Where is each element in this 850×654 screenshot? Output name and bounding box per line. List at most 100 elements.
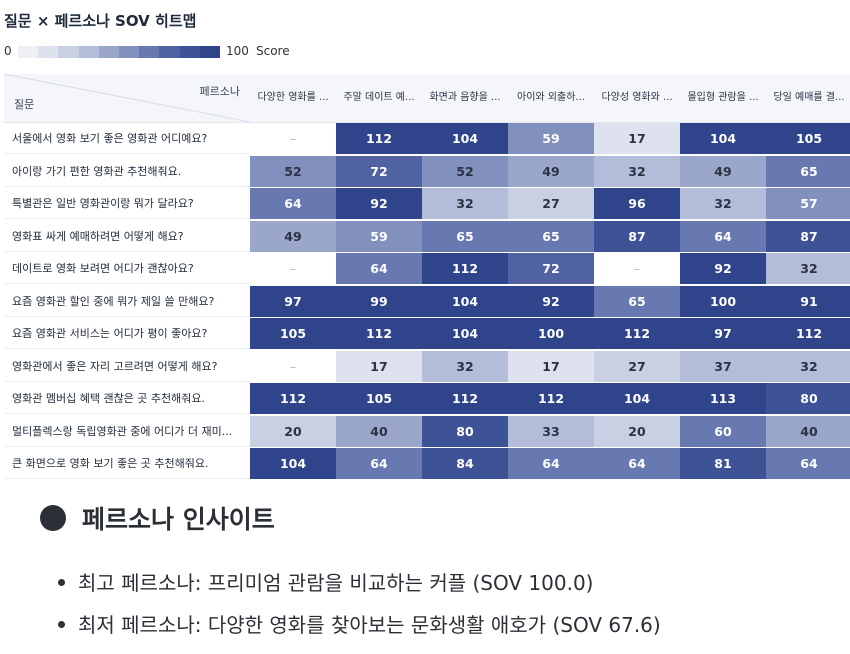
heatmap-cell[interactable]: – bbox=[250, 253, 336, 284]
heatmap-cell[interactable]: 65 bbox=[508, 220, 594, 252]
heatmap-cell[interactable]: 32 bbox=[766, 350, 850, 382]
heatmap-cell[interactable]: 32 bbox=[766, 253, 850, 284]
heatmap-cell[interactable]: 32 bbox=[422, 188, 508, 219]
heatmap-cell[interactable]: 105 bbox=[766, 123, 850, 154]
heatmap-body: 서울에서 영화 보기 좋은 영화관 어디예요? –112 104 59 17 104 105… bbox=[4, 123, 850, 481]
heatmap-cell[interactable]: – bbox=[250, 123, 336, 154]
heatmap-cell[interactable]: 92 bbox=[508, 285, 594, 317]
heatmap-cell[interactable]: 81 bbox=[680, 448, 766, 479]
heatmap-cell[interactable]: 97 bbox=[680, 318, 766, 349]
heatmap-cell[interactable]: 64 bbox=[594, 448, 680, 479]
heatmap-cell[interactable]: 33 bbox=[508, 415, 594, 447]
persona-column-header[interactable]: 화면과 음향을 ... bbox=[429, 92, 501, 103]
heatmap-cell[interactable]: 112 bbox=[508, 383, 594, 414]
heatmap-cell[interactable]: 104 bbox=[422, 123, 508, 154]
heatmap-cell[interactable]: 104 bbox=[250, 448, 336, 479]
heatmap-cell[interactable]: 84 bbox=[422, 448, 508, 479]
heatmap-cell[interactable]: 52 bbox=[422, 155, 508, 187]
question-label: 아이랑 가기 편한 영화관 추천해줘요. bbox=[4, 155, 250, 187]
heatmap-cell[interactable]: 72 bbox=[508, 253, 594, 284]
heatmap-cell[interactable]: 65 bbox=[766, 155, 850, 187]
heatmap-cell[interactable]: 87 bbox=[594, 220, 680, 252]
heatmap-cell[interactable]: 99 bbox=[336, 285, 422, 317]
heatmap-cell[interactable]: – bbox=[250, 350, 336, 382]
heatmap-cell[interactable]: 96 bbox=[594, 188, 680, 219]
heatmap-cell[interactable]: 17 bbox=[594, 123, 680, 154]
heatmap-cell[interactable]: 27 bbox=[508, 188, 594, 219]
heatmap-cell[interactable]: 92 bbox=[336, 188, 422, 219]
heatmap-cell[interactable]: 105 bbox=[336, 383, 422, 414]
heatmap-cell[interactable]: 91 bbox=[766, 285, 850, 317]
legend-min: 0 bbox=[4, 44, 12, 58]
heatmap-cell[interactable]: 64 bbox=[508, 448, 594, 479]
heatmap-cell[interactable]: 17 bbox=[508, 350, 594, 382]
heatmap-cell[interactable]: 57 bbox=[766, 188, 850, 219]
heatmap-cell[interactable]: 64 bbox=[680, 220, 766, 252]
heatmap-cell[interactable]: 112 bbox=[594, 318, 680, 349]
legend-swatch bbox=[58, 46, 79, 58]
heatmap-cell[interactable]: 49 bbox=[680, 155, 766, 187]
heatmap-row: 요즘 영화관 할인 중에 뭐가 제일 쓸 만해요? 97 99 104 92 65 100 9… bbox=[4, 285, 850, 318]
legend-swatch bbox=[78, 46, 99, 58]
heatmap-cell[interactable]: 20 bbox=[250, 415, 336, 447]
heatmap-cell[interactable]: 64 bbox=[766, 448, 850, 479]
heatmap-cell[interactable]: 104 bbox=[594, 383, 680, 414]
heatmap-cell[interactable]: 104 bbox=[422, 285, 508, 317]
legend-swatch bbox=[18, 46, 39, 58]
heatmap-cell[interactable]: 112 bbox=[336, 318, 422, 349]
heatmap-cell[interactable]: 100 bbox=[680, 285, 766, 317]
heatmap-cell[interactable]: 72 bbox=[336, 155, 422, 187]
heatmap-cell[interactable]: – bbox=[594, 253, 680, 284]
persona-column-header[interactable]: 당일 예매를 결... bbox=[773, 92, 845, 103]
heatmap-cell[interactable]: 64 bbox=[336, 253, 422, 284]
heatmap-cell[interactable]: 59 bbox=[508, 123, 594, 154]
heatmap-cell[interactable]: 87 bbox=[766, 220, 850, 252]
insight-item-text: 최고 페르소나: 프리미엄 관람을 비교하는 커플 (SOV 100.0) bbox=[78, 571, 594, 595]
heatmap-row: 요즘 영화관 서비스는 어디가 평이 좋아요? 105 112 104 100 112 97… bbox=[4, 318, 850, 351]
heatmap-cell[interactable]: 32 bbox=[594, 155, 680, 187]
heatmap-cell[interactable]: 37 bbox=[680, 350, 766, 382]
heatmap-cell[interactable]: 97 bbox=[250, 285, 336, 317]
heatmap-cell[interactable]: 49 bbox=[508, 155, 594, 187]
heatmap-cell[interactable]: 40 bbox=[336, 415, 422, 447]
heatmap-cell[interactable]: 80 bbox=[422, 415, 508, 447]
heatmap-cell[interactable]: 112 bbox=[422, 253, 508, 284]
heatmap-cell[interactable]: 20 bbox=[594, 415, 680, 447]
heatmap-cell[interactable]: 64 bbox=[336, 448, 422, 479]
heatmap-cell[interactable]: 17 bbox=[336, 350, 422, 382]
legend-swatch bbox=[159, 46, 180, 58]
heatmap-cell[interactable]: 112 bbox=[766, 318, 850, 349]
heatmap-cell[interactable]: 100 bbox=[508, 318, 594, 349]
heatmap-cell[interactable]: 80 bbox=[766, 383, 850, 414]
heatmap-cell[interactable]: 64 bbox=[250, 188, 336, 219]
corner-diagonal-line bbox=[4, 74, 250, 122]
heatmap-cell[interactable]: 32 bbox=[422, 350, 508, 382]
persona-column-header[interactable]: 주말 데이트 예... bbox=[343, 92, 415, 103]
heatmap-cell[interactable]: 104 bbox=[680, 123, 766, 154]
persona-column-header[interactable]: 다양성 영화와 ... bbox=[601, 92, 673, 103]
persona-column-header[interactable]: 몰입형 관람을 ... bbox=[687, 92, 759, 103]
persona-column-header[interactable]: 다양한 영화를 ... bbox=[257, 92, 329, 103]
heatmap-cell[interactable]: 52 bbox=[250, 155, 336, 187]
bullet-dot-icon bbox=[58, 579, 65, 586]
insight-item: 최저 페르소나: 다양한 영화를 찾아보는 문화생활 애호가 (SOV 67.6… bbox=[58, 604, 661, 646]
heatmap-cell[interactable]: 105 bbox=[250, 318, 336, 349]
heatmap-cell[interactable]: 65 bbox=[422, 220, 508, 252]
heatmap-cell[interactable]: 112 bbox=[250, 383, 336, 414]
heatmap-cell[interactable]: 49 bbox=[250, 220, 336, 252]
heatmap-cell[interactable]: 59 bbox=[336, 220, 422, 252]
heatmap-cell[interactable]: 40 bbox=[766, 415, 850, 447]
legend-max: 100 bbox=[226, 44, 249, 58]
question-label: 요즘 영화관 할인 중에 뭐가 제일 쓸 만해요? bbox=[4, 285, 250, 317]
heatmap-cell[interactable]: 112 bbox=[422, 383, 508, 414]
heatmap-cell[interactable]: 65 bbox=[594, 285, 680, 317]
persona-column-header[interactable]: 아이와 외출하... bbox=[517, 92, 585, 103]
heatmap-cell[interactable]: 113 bbox=[680, 383, 766, 414]
heatmap-cell[interactable]: 112 bbox=[336, 123, 422, 154]
heatmap-cell[interactable]: 104 bbox=[422, 318, 508, 349]
heatmap-cell[interactable]: 27 bbox=[594, 350, 680, 382]
heatmap-title: 질문 × 페르소나 SOV 히트맵 bbox=[4, 12, 197, 30]
heatmap-cell[interactable]: 60 bbox=[680, 415, 766, 447]
heatmap-cell[interactable]: 32 bbox=[680, 188, 766, 219]
heatmap-cell[interactable]: 92 bbox=[680, 253, 766, 284]
